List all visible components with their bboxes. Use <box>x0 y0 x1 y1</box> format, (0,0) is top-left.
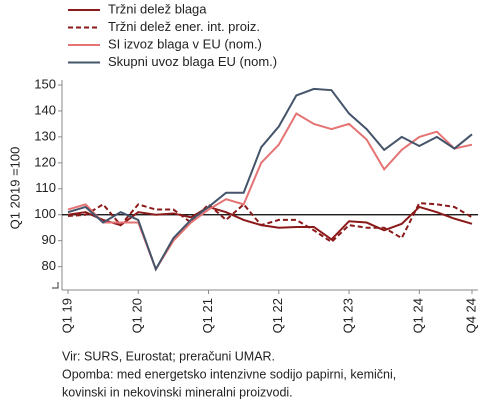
y-tick-label: 150 <box>34 76 56 91</box>
series-line <box>67 87 473 272</box>
series-line <box>67 205 473 241</box>
x-tick-label: Q1 21 <box>200 298 215 333</box>
x-tick-label: Q1 23 <box>340 298 355 333</box>
note: kovinski in nekovinski mineralni proizvo… <box>62 385 293 399</box>
note: Vir: SURS, Eurostat; preračuni UMAR. <box>62 349 275 363</box>
y-tick-label: 100 <box>34 206 56 221</box>
y-tick-label: 120 <box>34 154 56 169</box>
legend-label: SI izvoz blaga v EU (nom.) <box>108 36 262 51</box>
series-line <box>67 112 473 272</box>
x-tick-label: Q4 24 <box>463 298 478 333</box>
x-tick-label: Q1 24 <box>411 298 426 333</box>
y-axis-label: Q1 2019 =100 <box>7 147 22 230</box>
note: Opomba: med energetsko intenzivne sodijo… <box>62 367 396 381</box>
legend-label: Skupni uvoz blaga EU (nom.) <box>108 54 277 69</box>
y-tick-label: 90 <box>42 232 56 247</box>
y-tick-label: 80 <box>42 258 56 273</box>
series-line <box>67 202 473 244</box>
x-tick-label: Q1 22 <box>270 298 285 333</box>
y-tick-label: 130 <box>34 128 56 143</box>
y-tick-label: 140 <box>34 102 56 117</box>
legend-label: Tržni delež ener. int. proiz. <box>108 19 260 34</box>
legend-label: Tržni delež blaga <box>108 1 207 16</box>
axis-break <box>52 282 59 289</box>
x-tick-label: Q1 19 <box>59 298 74 333</box>
x-tick-label: Q1 20 <box>130 298 145 333</box>
y-tick-label: 110 <box>35 180 56 195</box>
